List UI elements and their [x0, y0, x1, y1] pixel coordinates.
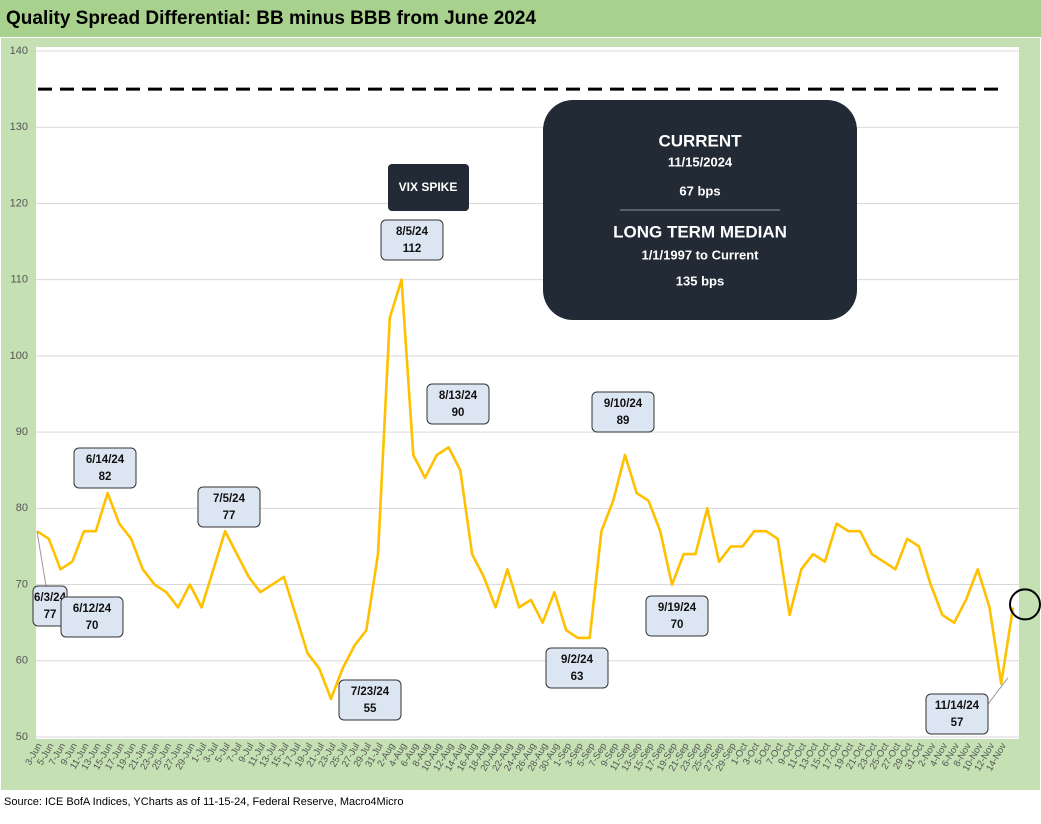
annotation: 11/14/24 57	[925, 693, 989, 735]
chart-title: Quality Spread Differential: BB minus BB…	[6, 8, 536, 29]
y-tick-label: 100	[10, 350, 28, 362]
y-tick-label: 50	[16, 731, 28, 743]
info-box: CURRENT 11/15/2024 67 bps LONG TERM MEDI…	[543, 100, 857, 320]
annotation-date: 6/12/24	[73, 603, 112, 615]
annotation-value: 82	[99, 471, 112, 483]
annotation-value: 112	[403, 243, 422, 255]
title-bar	[0, 0, 1041, 37]
highlight-circle	[1009, 588, 1041, 621]
annotation: 9/2/24 63	[545, 647, 609, 689]
annotation-value: 55	[364, 703, 377, 715]
annotation-date: 9/10/24	[604, 398, 643, 410]
annotation: 9/10/24 89	[591, 391, 655, 433]
leader-line	[984, 677, 1009, 709]
info-period: 1/1/1997 to Current	[641, 247, 759, 262]
annotation-value: 77	[44, 609, 57, 621]
annotation-box	[380, 219, 444, 261]
plot-area	[36, 47, 1019, 739]
y-tick-label: 90	[16, 426, 28, 438]
annotation: 7/23/24 55	[338, 679, 402, 721]
annotation-value: 89	[617, 415, 630, 427]
annotation-box	[545, 647, 609, 689]
annotation: 8/13/24 90	[426, 383, 490, 425]
annotation: 9/19/24 70	[645, 595, 709, 637]
annotation-box	[925, 693, 989, 735]
data-line	[36, 278, 1015, 701]
annotation-date: 9/2/24	[561, 654, 594, 666]
annotation-date: 6/14/24	[86, 454, 125, 466]
annotation-box	[60, 596, 124, 638]
annotation-value: 70	[86, 620, 99, 632]
annotation: 6/14/24 82	[73, 447, 137, 489]
info-value: 135 bps	[676, 273, 724, 288]
annotation-box	[591, 391, 655, 433]
y-tick-label: 120	[10, 197, 28, 209]
annotation-box	[426, 383, 490, 425]
annotation-value: 57	[951, 717, 964, 729]
annotation: 8/5/24 112	[380, 219, 444, 261]
annotation-date: 6/3/24	[34, 592, 67, 604]
y-tick-label: 70	[16, 578, 28, 590]
annotation-value: 63	[571, 671, 584, 683]
annotation: 7/5/24 77	[197, 486, 261, 528]
annotation-box	[197, 486, 261, 528]
y-tick-label: 110	[10, 274, 28, 286]
annotation-value: 70	[671, 619, 684, 631]
vix-label: VIX SPIKE	[399, 180, 458, 194]
info-title: CURRENT	[658, 131, 742, 150]
annotation-date: 11/14/24	[935, 700, 980, 712]
annotation-value: 77	[223, 510, 236, 522]
y-tick-label: 140	[10, 45, 28, 57]
info-title: LONG TERM MEDIAN	[613, 222, 787, 241]
vix-box	[388, 164, 469, 211]
annotation-date: 7/5/24	[213, 493, 246, 505]
info-value: 67 bps	[679, 183, 720, 198]
annotation-box	[645, 595, 709, 637]
y-tick-label: 60	[16, 655, 28, 667]
y-tick-label: 80	[16, 502, 28, 514]
annotation-date: 7/23/24	[351, 686, 390, 698]
leader-line	[36, 531, 47, 587]
annotation-box	[338, 679, 402, 721]
source: Source: ICE BofA Indices, YCharts as of …	[4, 796, 403, 808]
annotation: 6/12/24 70	[60, 596, 124, 638]
annotation-date: 8/5/24	[396, 226, 429, 238]
info-date: 11/15/2024	[668, 154, 733, 169]
annotation-date: 8/13/24	[439, 390, 478, 402]
y-tick-label: 130	[10, 121, 28, 133]
annotation-date: 9/19/24	[658, 602, 697, 614]
annotation-value: 90	[452, 407, 465, 419]
annotation-box	[73, 447, 137, 489]
annotation: 6/3/24 77	[32, 585, 68, 627]
